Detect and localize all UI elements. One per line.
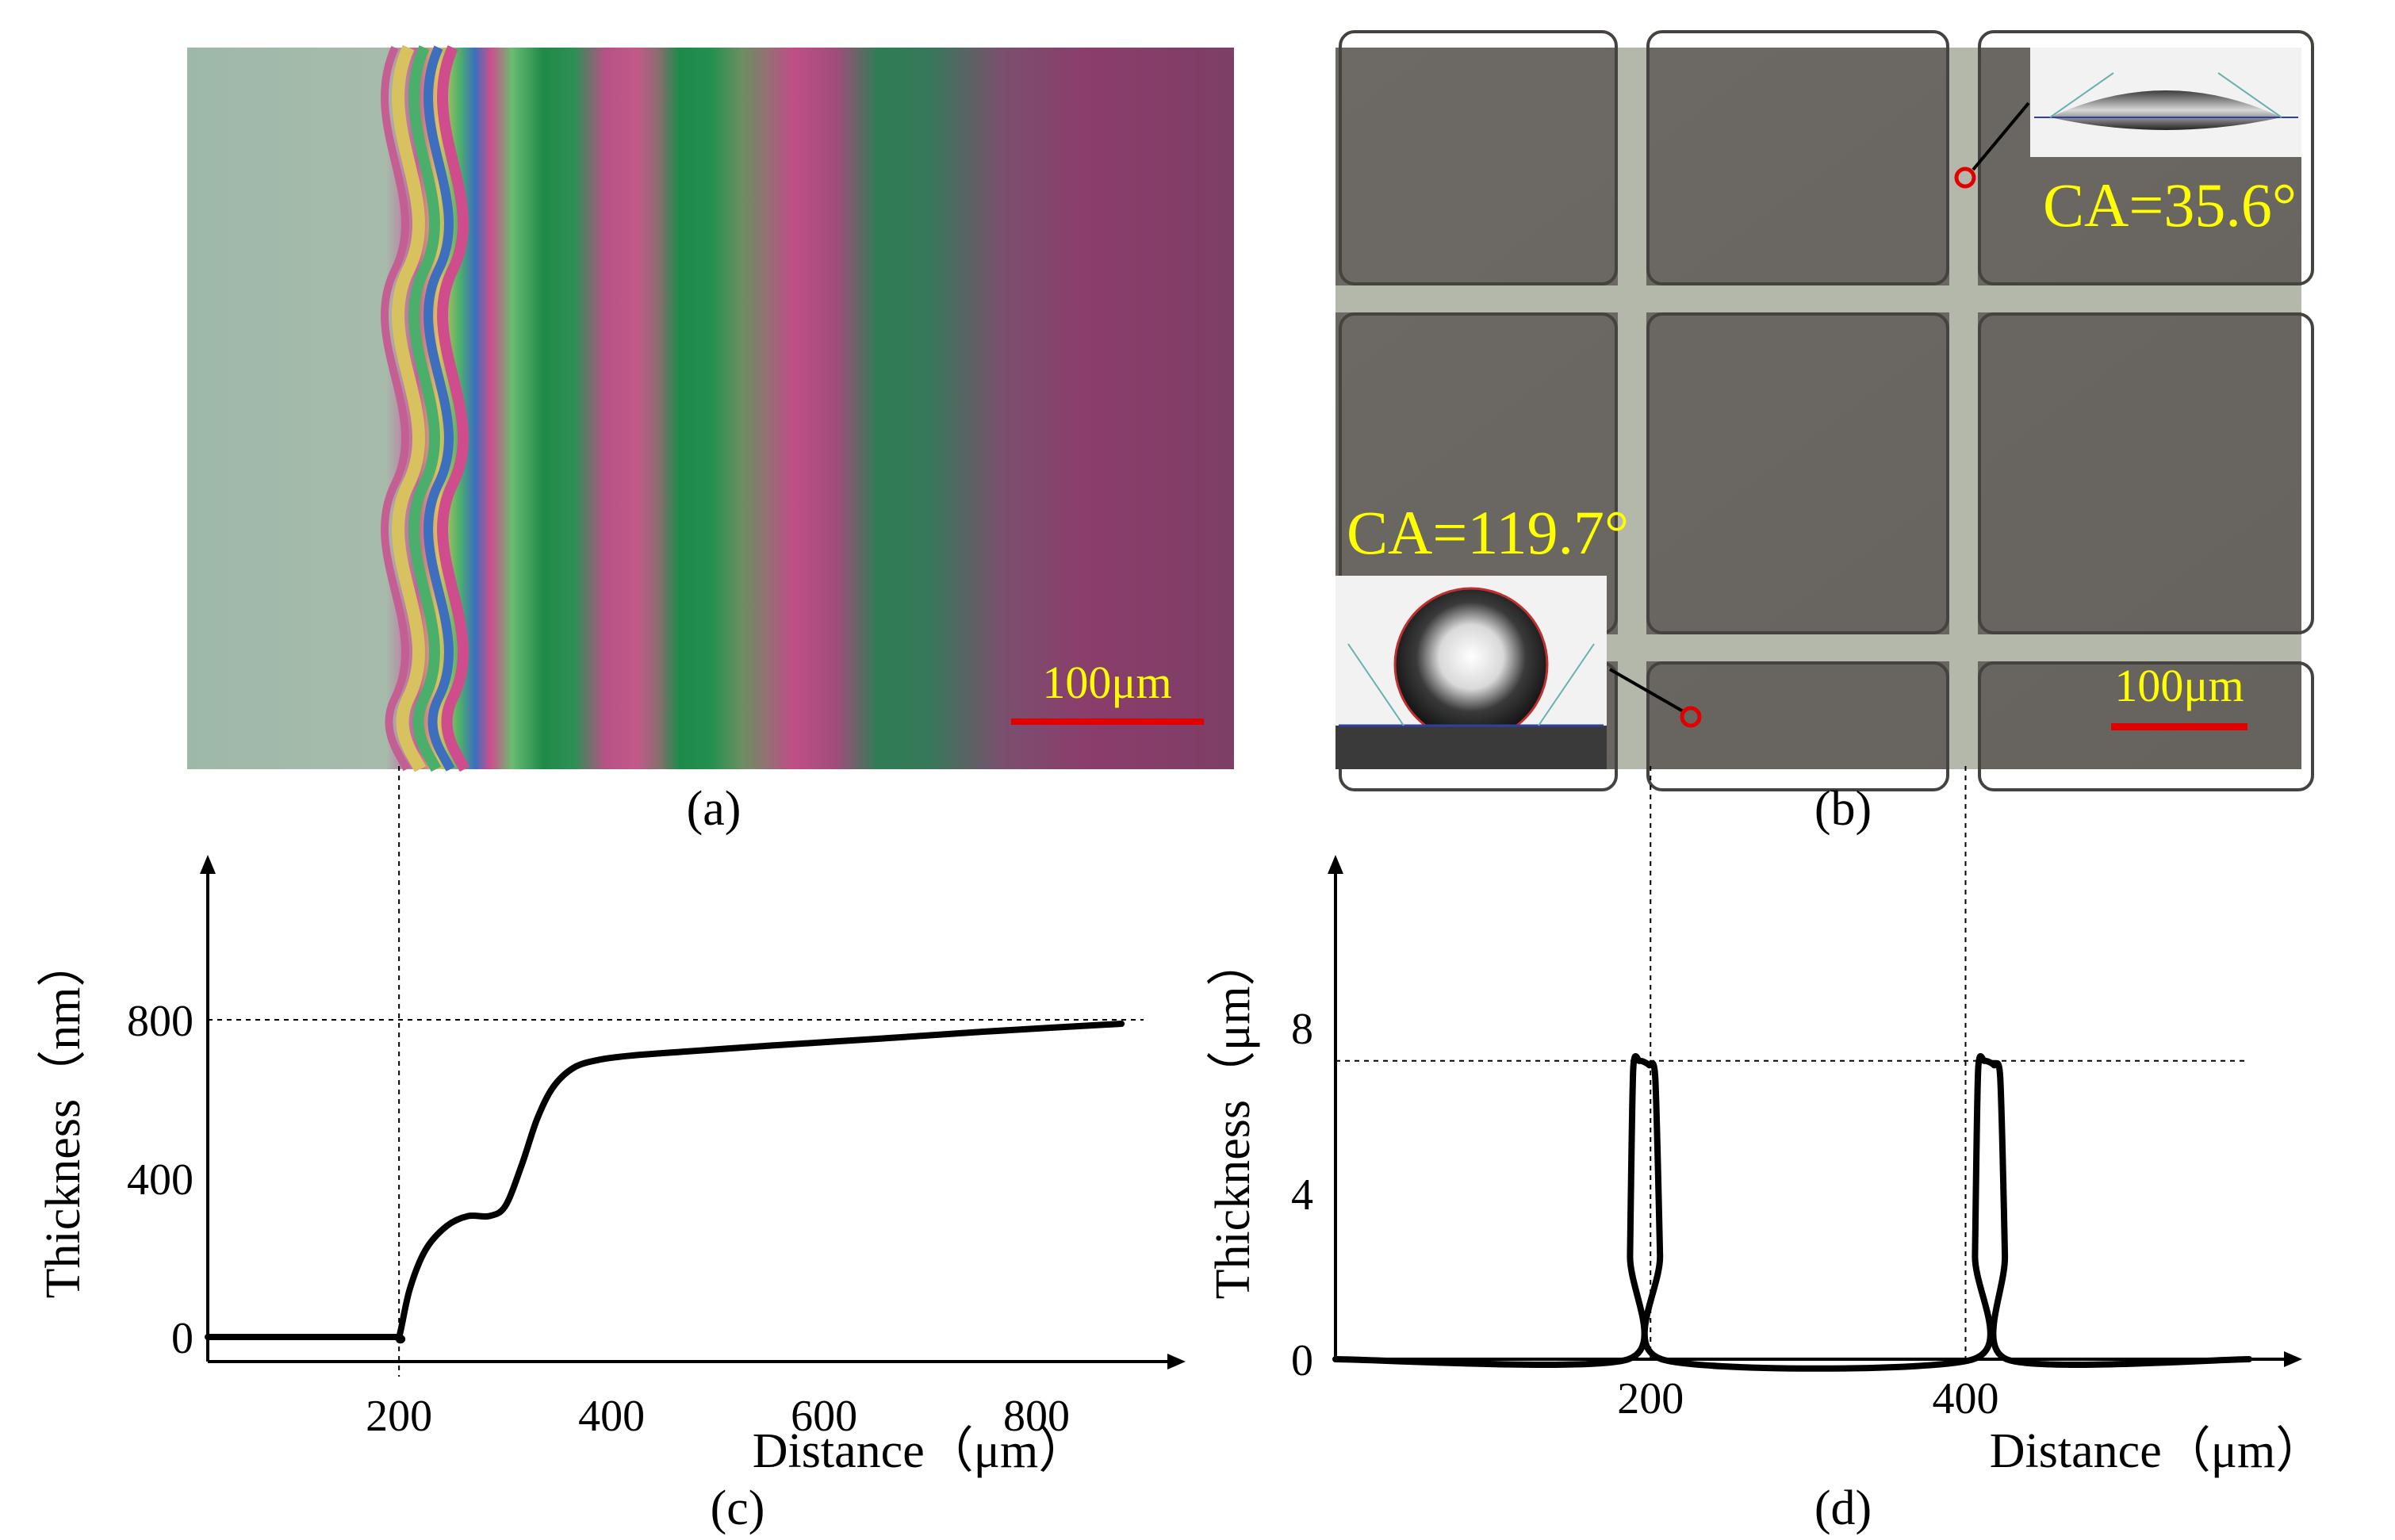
chart-c-y-tick-400: 400 bbox=[127, 1155, 194, 1205]
panel-label-c: (c) bbox=[711, 1481, 765, 1535]
chart-d-y-tick-4: 4 bbox=[1291, 1170, 1313, 1220]
chart-d-x-arrow bbox=[2284, 1351, 2302, 1367]
droplet-spherical bbox=[1393, 587, 1549, 742]
inset-tangent-bottom-right bbox=[1538, 643, 1595, 726]
chart-d-y-tick-0: 0 bbox=[1291, 1336, 1313, 1385]
chart-c-series-line bbox=[205, 1021, 1125, 1344]
fringe-wave-1 bbox=[392, 44, 427, 772]
scale-bar-b bbox=[2111, 723, 2247, 730]
panel-a-micrograph: 100μm bbox=[187, 44, 1234, 772]
panel-label-b: (b) bbox=[1814, 782, 1872, 836]
chart-d-y-tick-8: 8 bbox=[1291, 1005, 1313, 1054]
leader-line-top bbox=[1972, 102, 2030, 171]
inset-tangent-bottom-left bbox=[1347, 643, 1404, 726]
inset-tangent-top-left bbox=[2049, 72, 2114, 118]
marker-bottom bbox=[1680, 706, 1702, 728]
chart-c-y-tick-800: 800 bbox=[127, 997, 194, 1046]
chart-c-y-tick-0: 0 bbox=[171, 1314, 194, 1363]
chart-d-y-label: Thickness（μm） bbox=[1206, 937, 1260, 1300]
micrograph-a-background bbox=[187, 48, 1234, 769]
chart-d-series-line bbox=[1332, 1053, 2252, 1372]
contact-angle-bottom: CA=119.7° bbox=[1347, 498, 1629, 567]
panel-label-d: (d) bbox=[1814, 1481, 1872, 1535]
droplet-flat bbox=[2050, 90, 2282, 130]
fringe-wave-3 bbox=[423, 45, 455, 772]
scale-bar-a bbox=[1011, 718, 1204, 725]
panel-b-micrograph: CA=35.6° CA=119.7° 100μm bbox=[1335, 30, 2314, 791]
scale-bar-b-label: 100μm bbox=[2114, 660, 2244, 711]
contact-angle-top: CA=35.6° bbox=[2043, 170, 2297, 239]
chart-c-x-tick-400: 400 bbox=[578, 1392, 645, 1441]
chart-d: 200 400 0 4 8 Distance（μm） Thickness（μm） (d) bbox=[1206, 766, 2324, 1535]
chart-d-x-label: Distance（μm） bbox=[1990, 1424, 2324, 1478]
chart-c-x-tick-600: 600 bbox=[791, 1392, 857, 1441]
grid-line-horizontal-1 bbox=[1335, 285, 2301, 312]
chart-c-x-tick-800: 800 bbox=[1003, 1392, 1070, 1441]
inset-tangent-top-right bbox=[2217, 72, 2282, 118]
fringe-wave-2 bbox=[408, 45, 442, 772]
chart-d-x-tick-400: 400 bbox=[1932, 1374, 1998, 1423]
chart-c-y-arrow bbox=[200, 855, 216, 874]
inset-substrate bbox=[1335, 726, 1607, 769]
chart-c-ticks: 200 400 600 800 0 400 800 bbox=[127, 997, 1070, 1441]
marker-top bbox=[1954, 167, 1976, 189]
chart-c: 200 400 600 800 0 400 800 Distance（μm） Thickne… bbox=[36, 766, 1186, 1535]
chart-c-x-arrow bbox=[1167, 1354, 1186, 1370]
fringe-wave-0 bbox=[381, 45, 411, 772]
chart-c-y-label: Thickness（nm） bbox=[36, 938, 90, 1299]
fringe-wave-4 bbox=[437, 45, 470, 772]
leader-line-bottom bbox=[1609, 668, 1685, 714]
chart-d-y-arrow bbox=[1328, 855, 1343, 874]
chart-c-x-tick-200: 200 bbox=[366, 1392, 432, 1441]
chart-d-reference-lines bbox=[1335, 766, 2249, 1359]
scale-bar-a-label: 100μm bbox=[1042, 657, 1171, 708]
chart-d-x-tick-200: 200 bbox=[1617, 1374, 1684, 1423]
chart-d-ticks: 200 400 0 4 8 bbox=[1291, 1005, 1998, 1423]
panel-label-a: (a) bbox=[687, 782, 741, 836]
chart-c-reference-lines bbox=[208, 766, 1144, 1377]
chart-c-x-label: Distance（μm） bbox=[753, 1424, 1087, 1478]
